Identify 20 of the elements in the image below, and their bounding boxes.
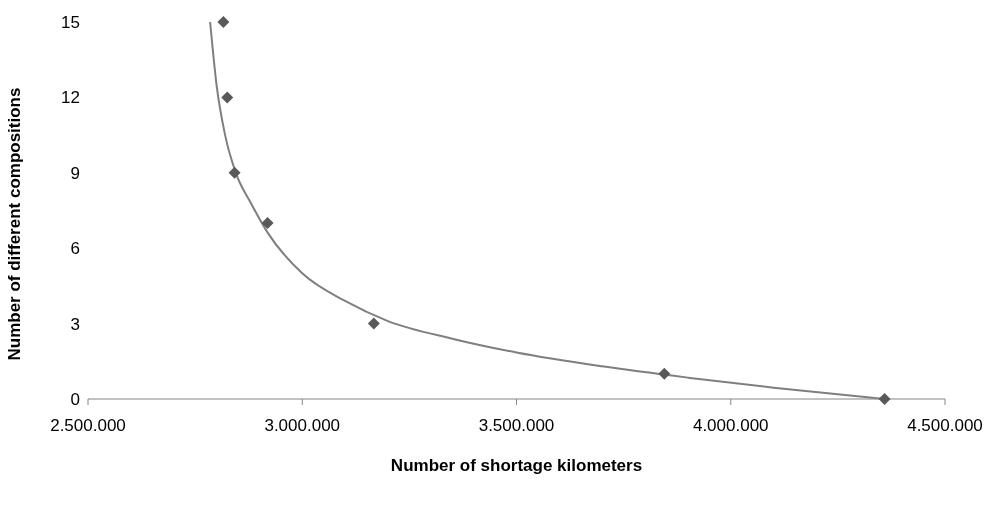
y-tick-label: 6 [70, 239, 80, 259]
point [228, 166, 241, 179]
x-axis-title: Number of shortage kilometers [390, 456, 643, 475]
x-tick-label: 3.000.000 [264, 416, 341, 436]
x-tick-label: 4.500.000 [907, 416, 983, 436]
y-tick-label: 0 [70, 390, 80, 410]
y-tick-label: 3 [70, 314, 80, 334]
y-axis-title: Number of different compositions [5, 87, 25, 361]
point [217, 16, 230, 28]
x-tick-label: 4.000.000 [692, 416, 769, 436]
point [658, 367, 671, 380]
x-tick-label: 2.500.000 [50, 416, 126, 436]
point [878, 393, 891, 405]
y-tick-label: 12 [61, 88, 80, 108]
point [367, 317, 380, 330]
point [221, 91, 234, 104]
x-tick-label: 3.500.000 [478, 416, 555, 436]
y-tick-label: 9 [70, 163, 80, 183]
y-tick-label: 15 [61, 13, 80, 33]
point [261, 217, 274, 230]
